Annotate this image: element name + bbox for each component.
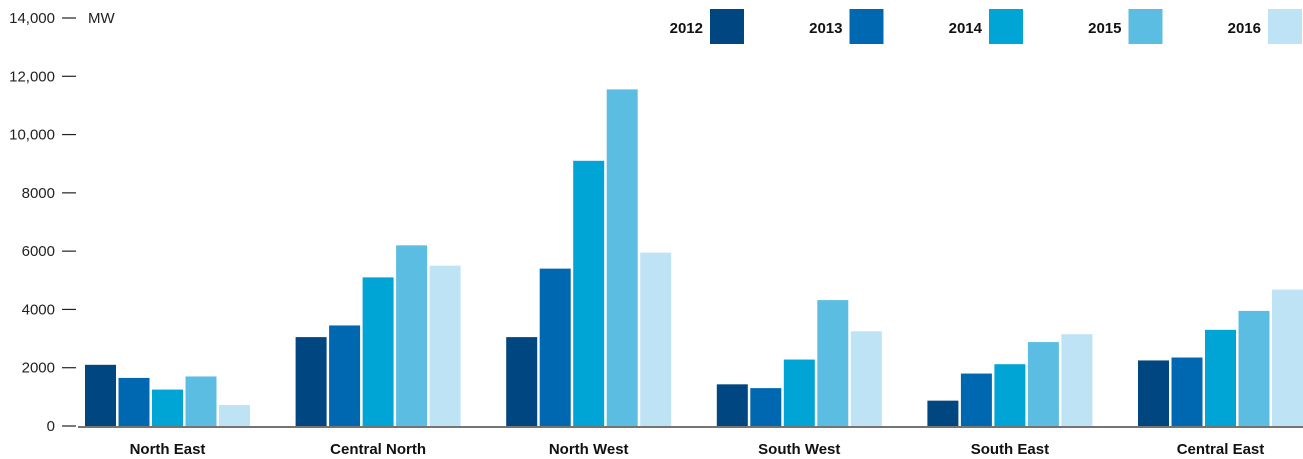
x-axis: North East Central North North West South W… xyxy=(78,426,1303,458)
y-tick-label: 12,000 xyxy=(9,68,55,85)
bar xyxy=(716,384,748,426)
legend-swatch xyxy=(849,9,884,44)
legend-label: 2015 xyxy=(1088,20,1121,37)
legend-swatch xyxy=(1128,9,1163,44)
y-tick-label: 4000 xyxy=(22,301,55,318)
y-axis: 0 2000 4000 6000 8000 10,000 12,000 14,000 xyxy=(9,10,76,435)
legend-swatch xyxy=(1268,9,1302,44)
bar xyxy=(1238,310,1270,426)
y-tick-label: 2000 xyxy=(22,360,55,377)
bar xyxy=(185,376,217,426)
legend-label: 2012 xyxy=(670,20,703,37)
legend-label: 2014 xyxy=(949,20,983,37)
bar xyxy=(817,300,849,426)
bar xyxy=(118,377,150,426)
x-category-label: North West xyxy=(549,441,629,458)
y-tick-label: 0 xyxy=(47,418,55,435)
bar xyxy=(994,364,1026,426)
legend-label: 2016 xyxy=(1228,20,1261,37)
bar xyxy=(1138,360,1169,426)
y-tick-label: 14,000 xyxy=(9,10,55,27)
bar xyxy=(606,89,638,427)
y-tick-label: 10,000 xyxy=(9,127,55,144)
x-category-label: South East xyxy=(971,441,1049,458)
legend: 2012 2013 2014 2015 2016 xyxy=(670,9,1302,44)
bar xyxy=(219,405,250,426)
y-tick-label: 6000 xyxy=(22,243,55,260)
bar xyxy=(1171,357,1203,426)
bar xyxy=(927,400,959,426)
bar xyxy=(1027,342,1059,426)
bar xyxy=(573,160,605,427)
x-category-label: North East xyxy=(130,441,206,458)
legend-label: 2013 xyxy=(809,20,842,37)
bar xyxy=(295,337,327,426)
bar xyxy=(850,331,882,426)
bar xyxy=(1205,329,1236,426)
bar xyxy=(960,373,992,426)
y-tick-label: 8000 xyxy=(22,185,55,202)
bar xyxy=(362,277,394,426)
y-axis-unit-label: MW xyxy=(88,10,115,27)
bar xyxy=(783,359,815,426)
bar xyxy=(152,389,183,426)
bar xyxy=(329,325,361,426)
bar xyxy=(429,265,461,426)
bar xyxy=(1061,334,1093,426)
bar xyxy=(506,337,538,426)
bar xyxy=(750,388,782,426)
legend-swatch xyxy=(710,9,744,44)
bar xyxy=(85,364,116,426)
bar xyxy=(396,245,428,426)
x-category-label: South West xyxy=(758,441,840,458)
x-category-label: Central East xyxy=(1177,441,1265,458)
bar xyxy=(640,252,672,426)
legend-swatch xyxy=(989,9,1023,44)
bar xyxy=(1272,289,1303,426)
bar xyxy=(539,268,571,426)
x-category-label: Central North xyxy=(330,441,426,458)
bars xyxy=(85,89,1303,427)
